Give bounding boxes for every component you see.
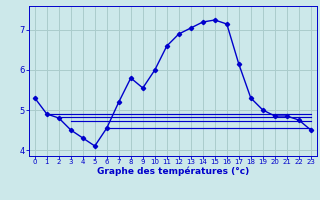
X-axis label: Graphe des températures (°c): Graphe des températures (°c): [97, 167, 249, 176]
